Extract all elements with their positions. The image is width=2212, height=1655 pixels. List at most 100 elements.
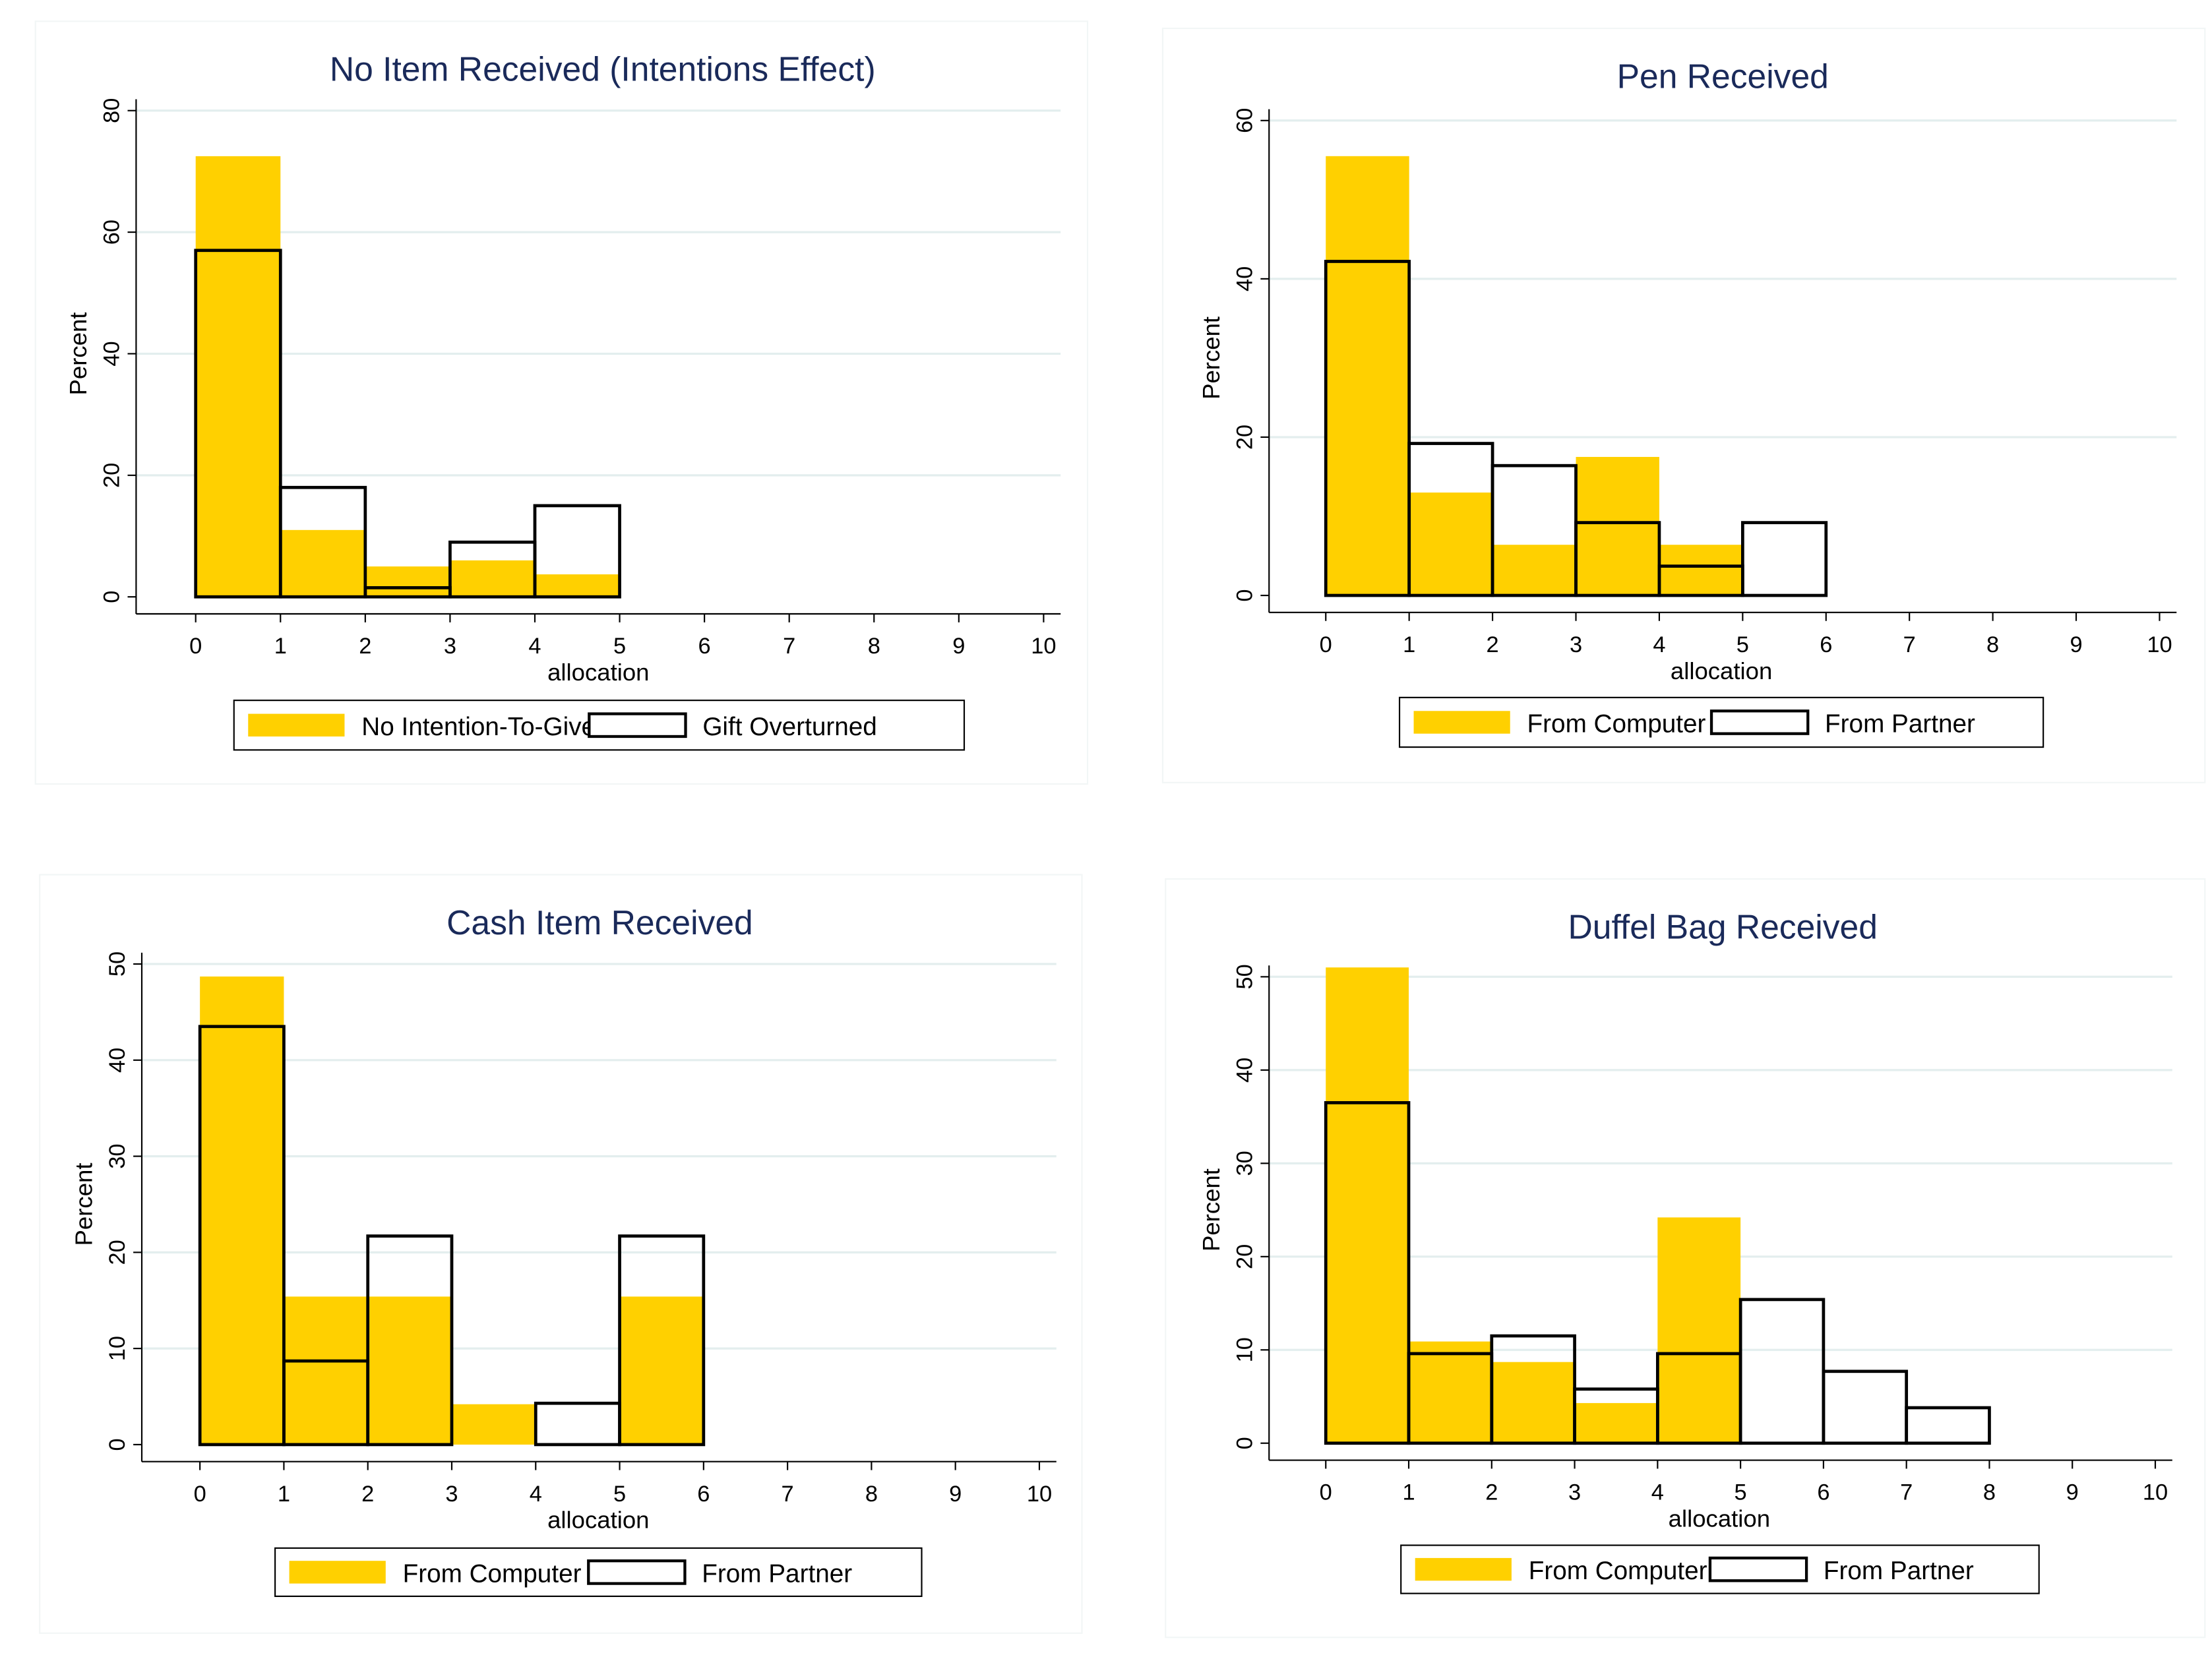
legend: No Intention-To-Give Gift Overturned xyxy=(233,700,966,751)
legend: From Computer From Partner xyxy=(274,1547,923,1598)
x-tick-label: 1 xyxy=(274,634,287,659)
bar-filled-1 xyxy=(284,1296,368,1445)
y-tick-label: 0 xyxy=(1232,589,1257,601)
legend-swatch-1 xyxy=(289,1561,386,1584)
x-tick-label: 7 xyxy=(782,1482,794,1507)
y-tick-label: 60 xyxy=(100,220,125,245)
y-tick-label: 10 xyxy=(105,1336,130,1361)
x-tick-label: 1 xyxy=(1402,1480,1415,1505)
bar-filled-2 xyxy=(365,566,450,597)
y-tick-label: 40 xyxy=(100,341,125,366)
bar-filled-3 xyxy=(450,560,535,597)
bar-filled-1 xyxy=(280,529,365,597)
bar-outline-0 xyxy=(194,249,282,599)
x-tick-label: 2 xyxy=(361,1482,374,1507)
legend: From Computer From Partner xyxy=(1400,1544,2040,1594)
bar-outline-7 xyxy=(1905,1406,1991,1445)
x-tick-label: 0 xyxy=(1320,1480,1332,1505)
x-tick-label: 10 xyxy=(1027,1482,1052,1507)
bar-outline-0 xyxy=(1324,1101,1411,1445)
y-tick-label: 60 xyxy=(1232,108,1257,133)
y-tick-label: 0 xyxy=(105,1438,130,1451)
x-tick-label: 6 xyxy=(1817,1480,1829,1505)
x-tick-label: 3 xyxy=(1570,632,1582,657)
x-tick-label: 1 xyxy=(278,1482,290,1507)
bar-outline-5 xyxy=(618,1234,706,1447)
x-axis-label: allocation xyxy=(1669,1505,1770,1532)
x-tick-label: 10 xyxy=(2147,632,2172,657)
legend-swatch-1 xyxy=(1413,711,1510,734)
bar-filled-2 xyxy=(367,1296,452,1445)
chart-panel-1: 0 20 40 60 80 0 1 2 3 4 5 6 7 8 9 10 allocation Percent No… xyxy=(34,20,1089,785)
x-tick-label: 2 xyxy=(1487,632,1499,657)
legend-label-2: From Partner xyxy=(702,1559,852,1588)
x-tick-label: 5 xyxy=(1735,1480,1747,1505)
x-axis-label: allocation xyxy=(1671,657,1772,684)
x-tick-label: 2 xyxy=(1485,1480,1498,1505)
legend-label-2: From Partner xyxy=(1825,710,1975,738)
y-tick-label: 20 xyxy=(100,463,125,488)
x-tick-label: 0 xyxy=(1320,632,1332,657)
bar-filled-3 xyxy=(451,1404,536,1445)
legend: From Computer From Partner xyxy=(1398,696,2044,748)
bar-filled-0 xyxy=(200,976,284,1445)
x-tick-label: 6 xyxy=(1820,632,1832,657)
legend-swatch-2 xyxy=(1708,1556,1808,1582)
bar-outline-0 xyxy=(1324,260,1411,597)
chart-title: No Item Received (Intentions Effect) xyxy=(330,50,876,88)
y-tick-label: 40 xyxy=(105,1048,130,1073)
chart-title: Cash Item Received xyxy=(446,903,753,942)
x-tick-label: 6 xyxy=(697,1482,710,1507)
x-tick-label: 4 xyxy=(1653,632,1665,657)
legend-swatch-2 xyxy=(587,1559,687,1585)
chart-panel-2: 0 20 40 60 0 1 2 3 4 5 6 7 8 9 10 allocation Percent Pen … xyxy=(1161,27,2206,783)
bar-filled-0 xyxy=(1326,156,1409,596)
chart-panel-3: 0 10 20 30 40 50 0 1 2 3 4 5 6 7 8 9 10 allocation Percent… xyxy=(39,874,1083,1634)
bar-filled-4 xyxy=(534,574,620,597)
y-axis-label: Percent xyxy=(1198,1168,1225,1251)
bar-filled-4 xyxy=(1657,1217,1741,1443)
bar-filled-2 xyxy=(1491,1362,1575,1443)
y-axis-label: Percent xyxy=(71,1162,98,1246)
y-tick-label: 40 xyxy=(1232,1058,1257,1083)
x-tick-label: 3 xyxy=(445,1482,458,1507)
legend-label-1: From Computer xyxy=(1529,1557,1707,1585)
bar-filled-1 xyxy=(1409,492,1493,596)
y-tick-label: 10 xyxy=(1232,1337,1257,1362)
x-tick-label: 5 xyxy=(613,1482,626,1507)
x-tick-label: 9 xyxy=(949,1482,962,1507)
y-tick-label: 50 xyxy=(105,951,130,977)
legend-label-1: From Computer xyxy=(1527,710,1706,738)
x-tick-label: 9 xyxy=(2070,632,2082,657)
x-axis-label: allocation xyxy=(547,659,649,686)
bar-outline-4 xyxy=(533,504,621,599)
y-tick-label: 50 xyxy=(1232,964,1257,989)
x-tick-label: 5 xyxy=(613,634,626,659)
chart-title: Pen Received xyxy=(1617,57,1829,95)
x-tick-label: 4 xyxy=(528,634,541,659)
legend-label-2: Gift Overturned xyxy=(702,713,876,741)
x-tick-label: 8 xyxy=(865,1482,878,1507)
y-axis-label: Percent xyxy=(1198,316,1225,400)
x-tick-label: 8 xyxy=(1983,1480,1996,1505)
y-tick-label: 30 xyxy=(1232,1151,1257,1176)
bar-filled-3 xyxy=(1574,1402,1658,1443)
x-tick-label: 7 xyxy=(1903,632,1916,657)
y-tick-label: 20 xyxy=(1232,425,1257,450)
bar-filled-4 xyxy=(1659,545,1743,596)
x-tick-label: 0 xyxy=(189,634,202,659)
x-tick-label: 9 xyxy=(952,634,965,659)
bar-outline-0 xyxy=(198,1025,286,1447)
legend-swatch-1 xyxy=(248,713,345,737)
x-tick-label: 8 xyxy=(868,634,880,659)
x-tick-label: 4 xyxy=(530,1482,542,1507)
legend-label-1: No Intention-To-Give xyxy=(361,713,596,741)
bar-filled-2 xyxy=(1492,545,1576,596)
bar-filled-5 xyxy=(619,1296,704,1445)
x-tick-label: 1 xyxy=(1403,632,1415,657)
legend-label-2: From Partner xyxy=(1824,1557,1974,1585)
y-axis-label: Percent xyxy=(65,312,92,395)
bar-outline-3 xyxy=(1574,521,1661,597)
y-tick-label: 0 xyxy=(1232,1437,1257,1449)
